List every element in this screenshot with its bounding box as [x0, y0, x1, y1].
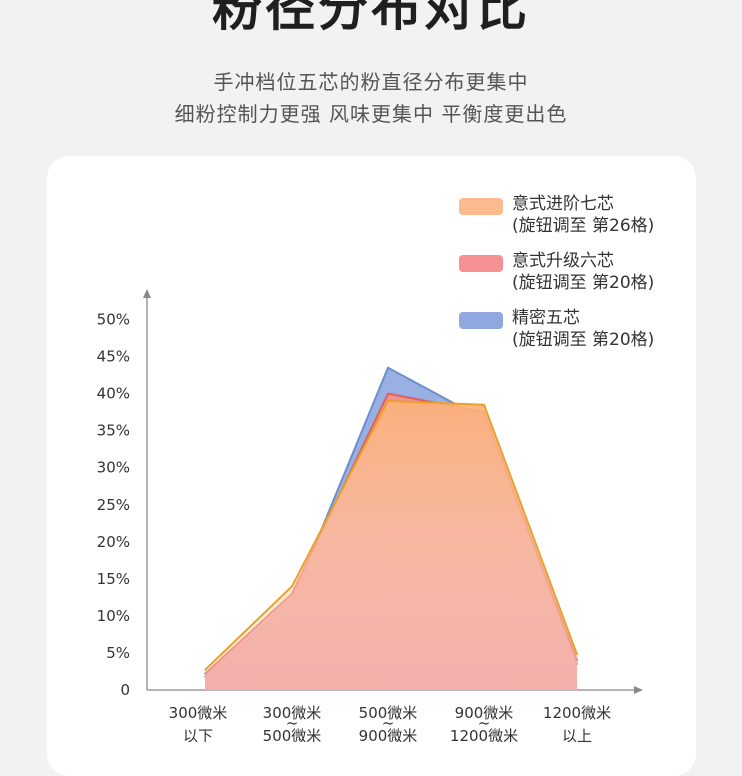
x-tick-label-line2: 以上: [562, 727, 592, 742]
legend-orange-setting: (旋钮调至 第26格): [512, 216, 655, 236]
legend-red-setting: (旋钮调至 第20格): [512, 273, 655, 293]
x-tick-label-tilde: ~: [286, 714, 299, 732]
x-axis-arrow: [634, 686, 643, 694]
y-tick-label: 40%: [97, 385, 130, 403]
x-tick-label-line1: 1200微米: [543, 704, 611, 722]
y-tick-label: 10%: [97, 607, 130, 625]
legend-item-blue: 精密五芯 (旋钮调至 第20格): [459, 307, 699, 364]
y-tick-label: 0: [120, 681, 130, 699]
legend-label-red: 意式升级六芯 (旋钮调至 第20格): [512, 250, 654, 294]
legend-label-orange: 意式进阶七芯 (旋钮调至 第26格): [512, 193, 654, 237]
data-point-orange-3: [483, 403, 485, 406]
legend-item-red: 意式升级六芯 (旋钮调至 第20格): [459, 250, 699, 307]
y-tick-label: 15%: [97, 570, 130, 588]
data-point-red-2: [387, 392, 389, 395]
y-tick-label: 35%: [97, 422, 130, 440]
x-tick-label-line1: 900微米: [455, 704, 514, 722]
chart-legend: 意式进阶七芯 (旋钮调至 第26格) 意式升级六芯 (旋钮调至 第20格) 精密…: [459, 193, 699, 364]
legend-swatch-orange: [459, 198, 503, 215]
legend-label-blue: 精密五芯 (旋钮调至 第20格): [512, 307, 654, 351]
data-point-orange-2: [387, 400, 389, 402]
page-title: 粉径分布对比: [212, 0, 530, 37]
legend-red-name: 意式升级六芯: [512, 251, 614, 271]
y-tick-label: 20%: [97, 533, 130, 551]
x-tick-label-line2: 1200微米: [450, 727, 518, 742]
legend-item-orange: 意式进阶七芯 (旋钮调至 第26格): [459, 193, 699, 250]
series-area-orange: [205, 401, 577, 690]
x-tick-label-line1: 300微米: [263, 704, 322, 722]
x-tick-label-line2: 以下: [183, 727, 213, 742]
data-point-blue-2: [387, 366, 389, 369]
legend-swatch-red: [459, 255, 503, 272]
y-axis-arrow: [143, 289, 151, 298]
x-tick-label-tilde: ~: [382, 714, 395, 732]
legend-swatch-blue: [459, 312, 503, 329]
data-point-orange-1: [291, 585, 293, 588]
x-tick-label-line2: 900微米: [359, 727, 418, 742]
data-point-orange-4: [576, 653, 578, 656]
legend-orange-name: 意式进阶七芯: [512, 194, 614, 214]
x-tick-label-line2: 500微米: [263, 727, 322, 742]
legend-blue-name: 精密五芯: [512, 308, 580, 328]
data-point-orange-0: [204, 669, 206, 671]
x-tick-labels: 300微米以下300微米~500微米500微米~900微米900微米~1200微…: [169, 704, 611, 742]
y-tick-label: 5%: [106, 644, 130, 662]
x-tick-label-line1: 500微米: [359, 704, 418, 722]
x-tick-label-line1: 300微米: [169, 704, 228, 722]
series-layer: [204, 366, 578, 690]
y-tick-label: 45%: [97, 348, 130, 366]
y-tick-labels: 0 5% 10% 15% 20% 25% 30% 35% 40% 45% 50%: [97, 311, 130, 700]
y-tick-label: 50%: [97, 311, 130, 329]
subtitle-line-2: 细粉控制力更强 风味更集中 平衡度更出色: [174, 102, 568, 126]
x-tick-label-tilde: ~: [478, 714, 491, 732]
y-tick-label: 25%: [97, 496, 130, 514]
legend-blue-setting: (旋钮调至 第20格): [512, 330, 655, 350]
subtitle-line-1: 手冲档位五芯的粉直径分布更集中: [213, 70, 529, 94]
y-tick-label: 30%: [97, 459, 130, 477]
